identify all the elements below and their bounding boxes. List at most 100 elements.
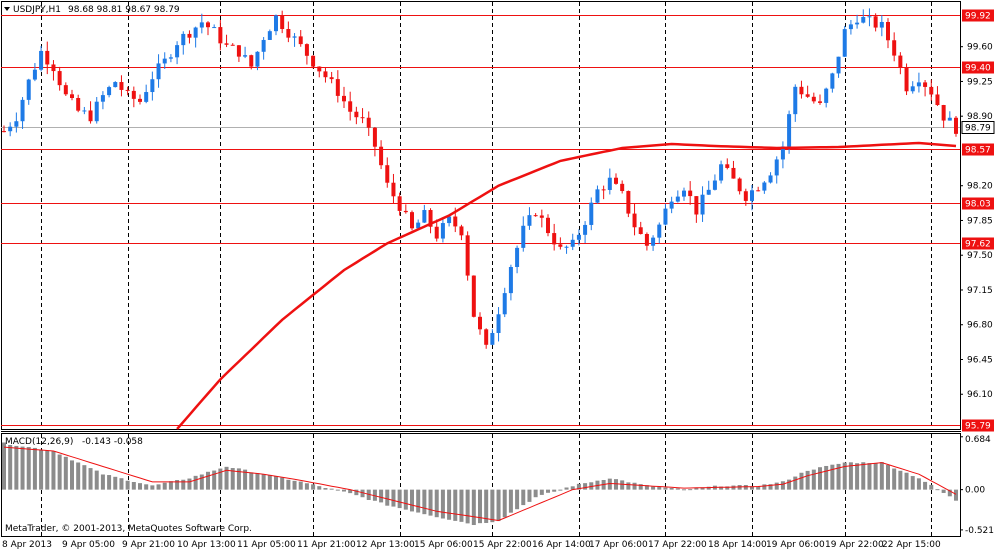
macd-histogram-bar — [910, 476, 915, 490]
x-tick-label: 17 Apr 22:00 — [648, 540, 707, 550]
candle-body — [916, 82, 921, 87]
x-tick-label: 12 Apr 13:00 — [356, 540, 415, 550]
candle-body — [490, 332, 495, 345]
candle-body — [440, 223, 445, 239]
macd-histogram-bar — [465, 489, 470, 524]
macd-histogram-bar — [440, 489, 445, 519]
candle-body — [274, 15, 278, 32]
macd-histogram-bar — [125, 480, 130, 490]
y-tick-label: 97.15 — [967, 286, 993, 296]
candle-body — [348, 101, 353, 112]
candle-body — [614, 177, 618, 184]
macd-histogram-bar — [558, 489, 563, 491]
macd-histogram-bar — [787, 479, 792, 490]
macd-histogram-bar — [688, 489, 693, 491]
candle-body — [564, 246, 569, 248]
candle-body — [725, 164, 730, 168]
macd-histogram-bar — [379, 489, 384, 503]
candle-body — [892, 40, 897, 56]
candle-body — [236, 45, 241, 57]
candle-body — [243, 55, 248, 57]
candle-body — [100, 95, 105, 102]
macd-histogram-bar — [490, 489, 495, 523]
candle-body — [657, 224, 662, 238]
macd-histogram-bar — [774, 482, 779, 490]
macd-histogram-bar — [855, 463, 860, 490]
macd-histogram-bar — [725, 486, 730, 490]
x-tick-label: 18 Apr 14:00 — [708, 540, 767, 550]
y-tick-label: 96.45 — [967, 355, 993, 365]
macd-histogram-bar — [138, 483, 142, 490]
macd-histogram-bar — [274, 476, 278, 490]
x-tick-label: 15 Apr 06:00 — [414, 540, 473, 550]
candle-body — [379, 146, 384, 166]
current-price-label: 98.79 — [965, 124, 991, 134]
candle-body — [780, 146, 785, 160]
macd-histogram-bar — [70, 460, 74, 490]
candle-body — [125, 89, 130, 91]
candle-body — [478, 316, 482, 330]
macd-histogram-bar — [818, 467, 822, 490]
candle-body — [280, 15, 285, 30]
candle-body — [774, 159, 779, 176]
candle-body — [879, 21, 884, 28]
candle-body — [453, 216, 458, 227]
candle-body — [589, 202, 594, 225]
macd-y-tick-label: 0.684 — [965, 435, 991, 445]
candle-body — [515, 247, 520, 267]
macd-histogram-bar — [175, 480, 180, 490]
candle-body — [929, 86, 934, 95]
macd-histogram-bar — [354, 489, 359, 496]
candle-body — [20, 99, 25, 122]
macd-histogram-bar — [32, 447, 37, 490]
candle-body — [737, 178, 742, 192]
macd-histogram-bar — [372, 489, 377, 501]
candle-body — [521, 225, 526, 248]
macd-histogram-bar — [620, 480, 625, 490]
level-label-box — [962, 9, 994, 22]
candle-body — [762, 182, 767, 191]
macd-histogram-bar — [564, 487, 569, 490]
y-tick-label: 98.90 — [967, 112, 993, 122]
macd-histogram-bar — [830, 464, 835, 490]
macd-histogram-bar — [88, 468, 93, 490]
macd-histogram-bar — [428, 489, 433, 516]
candle-body — [910, 86, 915, 92]
candle-body — [793, 86, 798, 115]
candle-body — [836, 56, 841, 74]
candle-body — [175, 45, 180, 58]
candle-body — [391, 182, 396, 197]
x-tick-label: 16 Apr 14:00 — [532, 540, 591, 550]
macd-histogram-bar — [82, 465, 87, 490]
dropdown-triangle-icon[interactable] — [4, 7, 10, 11]
x-tick-label: 10 Apr 13:00 — [177, 540, 236, 550]
candle-body — [286, 29, 291, 38]
level-label: 98.03 — [965, 200, 991, 210]
candle-body — [261, 39, 266, 52]
macd-histogram-bar — [212, 470, 217, 490]
macd-histogram-bar — [836, 463, 841, 490]
candle-body — [51, 64, 56, 72]
y-tick-label: 97.85 — [967, 216, 993, 226]
candle-body — [329, 77, 334, 80]
candle-body — [2, 131, 6, 133]
candle-body — [372, 127, 377, 147]
x-tick-label: 19 Apr 22:00 — [825, 540, 884, 550]
candle-body — [805, 94, 810, 97]
x-tick-label: 22 Apr 15:00 — [882, 540, 941, 550]
macd-histogram-bar — [168, 481, 173, 490]
candle-body — [601, 189, 606, 191]
candle-body — [323, 71, 328, 78]
macd-histogram-bar — [663, 487, 668, 490]
macd-histogram-bar — [311, 484, 316, 490]
candle-body — [366, 117, 371, 128]
macd-histogram-bar — [26, 447, 31, 490]
candle-body — [663, 208, 668, 225]
macd-histogram-bar — [552, 489, 557, 492]
level-label: 99.92 — [965, 12, 991, 22]
macd-histogram-bar — [39, 449, 44, 490]
y-tick-label: 98.20 — [967, 182, 993, 192]
candle-body — [576, 234, 581, 240]
macd-histogram-bar — [546, 489, 550, 493]
